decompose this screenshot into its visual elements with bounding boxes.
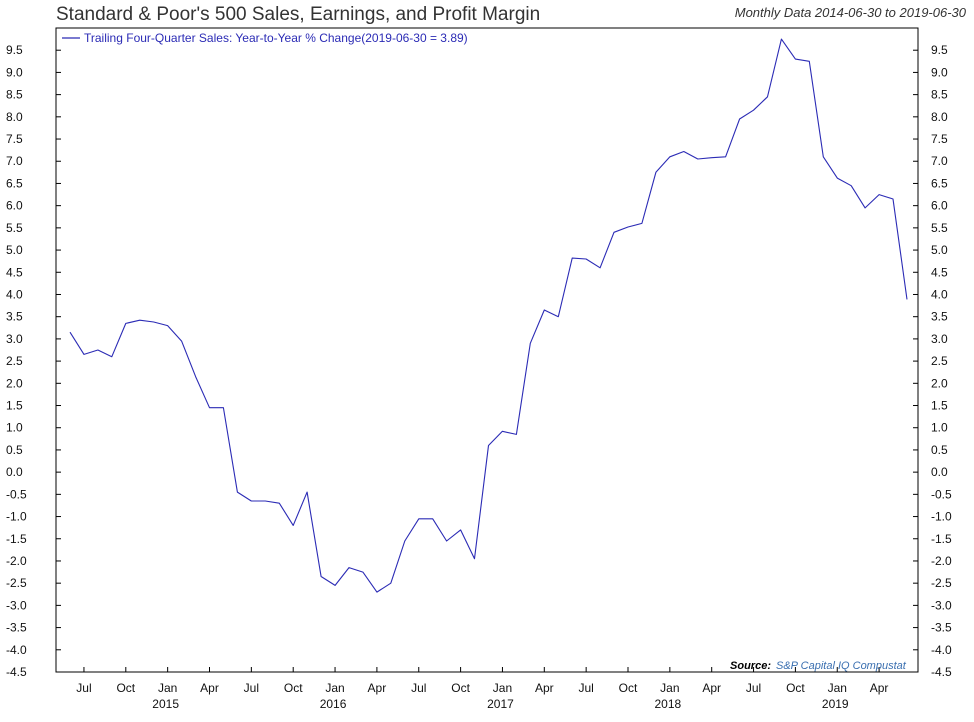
year-label: 2016 [320,697,347,711]
legend-entry: Trailing Four-Quarter Sales: Year-to-Yea… [84,31,468,45]
y-tick-label-left: 5.0 [6,243,23,257]
chart-title: Standard & Poor's 500 Sales, Earnings, a… [56,4,541,25]
y-tick-label-right: 3.5 [931,310,948,324]
y-tick-label-left: 9.5 [6,43,23,57]
y-tick-label-right: -1.0 [931,510,952,524]
y-tick-label-left: 4.0 [6,287,23,301]
y-tick-label-left: -3.5 [6,621,27,635]
y-tick-label-right: 9.5 [931,43,948,57]
y-tick-label-left: -1.5 [6,532,27,546]
y-tick-label-right: 4.5 [931,265,948,279]
y-tick-label-right: 5.5 [931,221,948,235]
y-tick-label-right: 5.0 [931,243,948,257]
y-tick-label-left: 2.0 [6,376,23,390]
source-value: S&P Capital IQ Compustat [776,660,907,672]
y-tick-label-right: 6.5 [931,176,948,190]
y-tick-label-left: -0.5 [6,487,27,501]
y-tick-label-right: 6.0 [931,199,948,213]
y-tick-label-right: 0.0 [931,465,948,479]
y-tick-label-right: 0.5 [931,443,948,457]
y-tick-label-left: -4.5 [6,665,27,679]
x-tick-label: Jan [158,681,177,695]
x-tick-label: Jul [411,681,426,695]
y-tick-label-left: 4.5 [6,265,23,279]
y-tick-label-left: -3.0 [6,598,27,612]
source-label: Source: [730,660,771,672]
y-tick-label-right: 3.0 [931,332,948,346]
y-tick-label-right: 4.0 [931,287,948,301]
chart-subtitle: Monthly Data 2014-06-30 to 2019-06-30 [734,5,966,20]
year-label: 2017 [487,697,514,711]
x-tick-label: Jul [578,681,593,695]
y-tick-label-left: 6.0 [6,199,23,213]
x-tick-label: Apr [200,681,219,695]
y-tick-label-left: 6.5 [6,176,23,190]
y-tick-label-right: -1.5 [931,532,952,546]
x-tick-label: Apr [702,681,721,695]
y-tick-label-right: 8.0 [931,110,948,124]
y-tick-label-left: 0.5 [6,443,23,457]
x-tick-label: Apr [535,681,554,695]
y-tick-label-right: 8.5 [931,88,948,102]
y-tick-label-right: -4.0 [931,643,952,657]
x-tick-label: Apr [368,681,387,695]
y-tick-label-left: 9.0 [6,65,23,79]
x-tick-label: Oct [116,681,135,695]
x-tick-label: Jul [244,681,259,695]
y-tick-label-right: 2.5 [931,354,948,368]
x-tick-label: Apr [870,681,889,695]
series-line [69,38,908,593]
y-tick-label-left: -2.5 [6,576,27,590]
y-axis-left: -4.5 -4.0 -3.5 -3.0 -2.5 -2.0 -1.5 -1.0 -0.5 0.0 0… [6,43,61,679]
year-label: 2015 [152,697,179,711]
x-tick-label: Jan [325,681,344,695]
y-tick-label-left: 8.5 [6,88,23,102]
y-tick-label-left: 8.0 [6,110,23,124]
y-tick-label-right: -4.5 [931,665,952,679]
x-tick-label: Jul [76,681,91,695]
x-tick-label: Oct [284,681,303,695]
y-tick-label-right: 7.5 [931,132,948,146]
x-tick-label: Jan [493,681,512,695]
y-tick-label-right: -0.5 [931,487,952,501]
y-tick-label-left: 7.5 [6,132,23,146]
plot-frame [55,27,919,673]
y-tick-label-left: 3.0 [6,332,23,346]
y-tick-label-right: -3.0 [931,598,952,612]
x-axis: Jul Oct Jan Apr Jul Oct Jan Apr Jul Oct Jan Apr Jul O… [76,667,888,711]
series-points [70,39,907,592]
y-tick-label-left: -4.0 [6,643,27,657]
y-tick-label-right: 2.0 [931,376,948,390]
year-label: 2019 [822,697,849,711]
y-axis-right: -4.5 -4.0 -3.5 -3.0 -2.5 -2.0 -1.5 -1.0 -0.5 0.0 0… [913,43,952,679]
x-tick-label: Jul [746,681,761,695]
y-tick-label-left: 7.0 [6,154,23,168]
y-tick-label-left: 3.5 [6,310,23,324]
y-tick-label-right: 1.0 [931,421,948,435]
y-tick-label-right: -2.5 [931,576,952,590]
x-tick-label: Oct [786,681,805,695]
y-tick-label-left: 1.0 [6,421,23,435]
y-tick-label-left: -1.0 [6,510,27,524]
x-tick-label: Oct [451,681,470,695]
y-tick-label-right: 1.5 [931,399,948,413]
y-tick-label-left: 0.0 [6,465,23,479]
year-label: 2018 [654,697,681,711]
x-tick-label: Jan [660,681,679,695]
y-tick-label-left: -2.0 [6,554,27,568]
x-tick-label: Oct [619,681,638,695]
y-tick-label-right: 9.0 [931,65,948,79]
y-tick-label-right: -3.5 [931,621,952,635]
y-tick-label-left: 5.5 [6,221,23,235]
y-tick-label-left: 2.5 [6,354,23,368]
y-tick-label-right: 7.0 [931,154,948,168]
y-tick-label-left: 1.5 [6,399,23,413]
x-tick-label: Jan [828,681,847,695]
y-tick-label-right: -2.0 [931,554,952,568]
